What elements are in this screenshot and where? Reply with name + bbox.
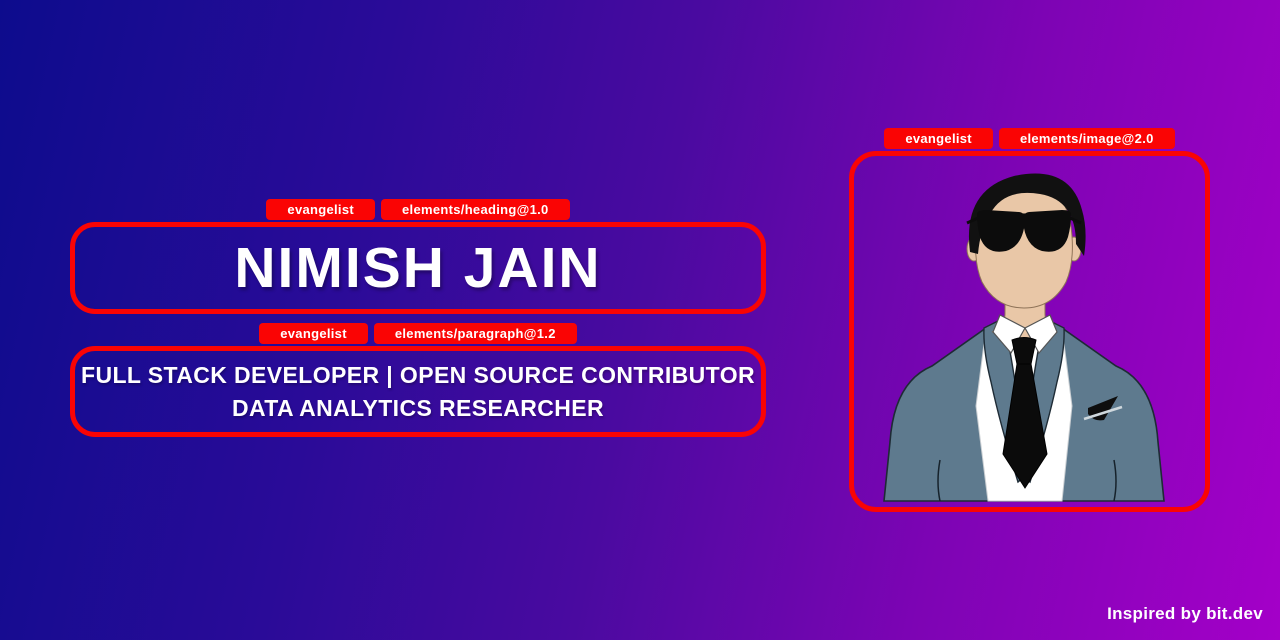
paragraph-tag-row: evangelist elements/paragraph@1.2 — [70, 323, 766, 344]
tag-paragraph-version[interactable]: elements/paragraph@1.2 — [373, 323, 577, 344]
tie-shape — [1002, 337, 1048, 489]
left-collar-shape — [992, 314, 1026, 355]
right-collar-shape — [1024, 314, 1058, 355]
pocket-square-shape — [1083, 396, 1123, 421]
tag-evangelist[interactable]: evangelist — [884, 128, 993, 149]
tag-evangelist[interactable]: evangelist — [266, 199, 376, 220]
tag-evangelist[interactable]: evangelist — [259, 323, 368, 344]
subtitle-line-2: DATA ANALYTICS RESEARCHER — [231, 394, 605, 421]
subtitle-line-1: FULL STACK DEVELOPER | OPEN SOURCE CONTR… — [81, 361, 755, 388]
page-title: NIMISH JAIN — [234, 236, 602, 300]
tag-heading-version[interactable]: elements/heading@1.0 — [381, 199, 570, 220]
right-column: evangelist elements/image@2.0 — [849, 128, 1210, 512]
avatar-box — [849, 151, 1210, 512]
heading-box: NIMISH JAIN — [70, 222, 766, 314]
paragraph-box: FULL STACK DEVELOPER | OPEN SOURCE CONTR… — [70, 346, 766, 437]
hair-shape — [968, 173, 1086, 256]
sunglasses-icon — [966, 210, 1082, 252]
heading-tag-row: evangelist elements/heading@1.0 — [70, 199, 766, 220]
left-column: evangelist elements/heading@1.0 NIMISH J… — [70, 199, 766, 437]
footer-credit: Inspired by bit.dev — [1107, 604, 1263, 623]
image-tag-row: evangelist elements/image@2.0 — [849, 128, 1210, 149]
tag-image-version[interactable]: elements/image@2.0 — [998, 128, 1175, 149]
man-in-suit-illustration — [883, 173, 1165, 502]
subtitle-text: FULL STACK DEVELOPER | OPEN SOURCE CONTR… — [81, 359, 755, 425]
sleeve-crease-lines — [937, 459, 1117, 502]
